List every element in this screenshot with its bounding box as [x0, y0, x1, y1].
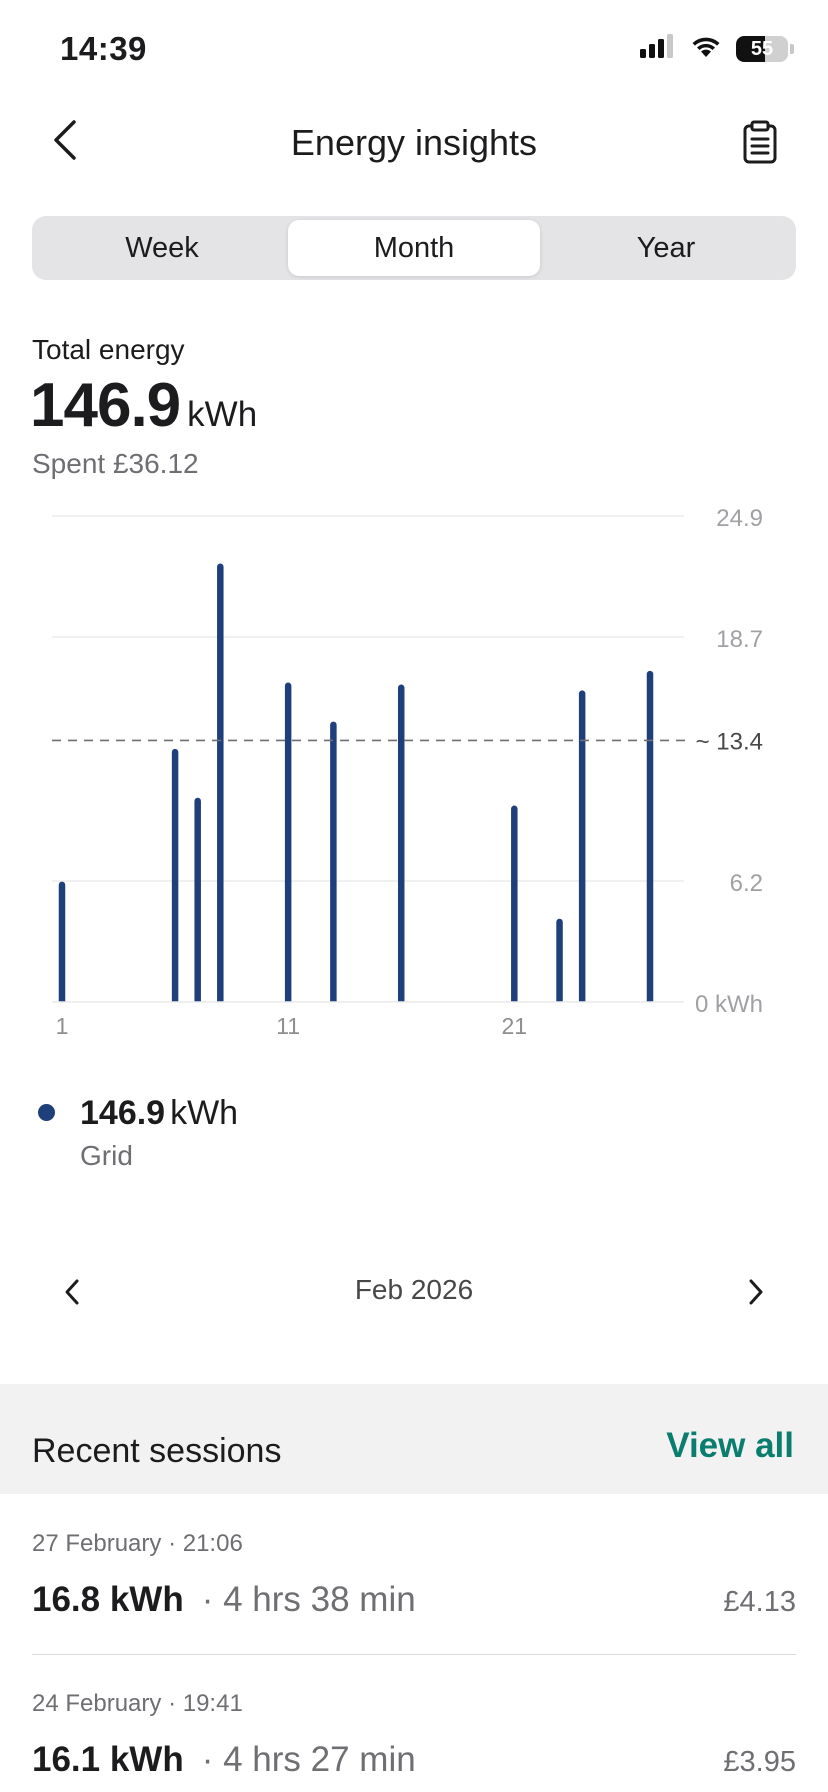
x-tick-label: 21	[502, 1013, 528, 1039]
session-summary: 16.1 kWh · 4 hrs 27 min	[32, 1740, 416, 1780]
legend-value: 146.9 kWh	[80, 1094, 238, 1133]
session-row[interactable]: 27 February · 21:06 16.8 kWh · 4 hrs 38 …	[32, 1530, 796, 1640]
legend-dot	[38, 1104, 55, 1121]
clipboard-icon	[743, 120, 777, 164]
status-icons: 55	[640, 34, 794, 63]
battery-icon: 55	[736, 35, 788, 62]
period-navigator: Feb 2026	[0, 1262, 828, 1322]
session-duration: · 4 hrs 27 min	[201, 1740, 416, 1779]
y-tick-label: 24.9	[716, 505, 763, 532]
period-label: Feb 2026	[354, 1274, 474, 1305]
spent-amount: Spent £36.12	[32, 448, 199, 479]
session-summary: 16.8 kWh · 4 hrs 38 min	[32, 1580, 416, 1620]
baseline-mask	[48, 1002, 688, 1008]
chevron-right-icon	[749, 1279, 763, 1305]
session-cost: £4.13	[723, 1586, 796, 1618]
wifi-icon	[690, 34, 722, 63]
status-time: 14:39	[60, 30, 147, 67]
session-date: 24 February · 19:41	[32, 1690, 243, 1717]
y-tick-label: 0 kWh	[695, 991, 763, 1018]
legend-label: Grid	[80, 1140, 133, 1171]
session-date: 27 February · 21:06	[32, 1530, 243, 1557]
tab-month[interactable]: Month	[288, 220, 540, 276]
session-row[interactable]: 24 February · 19:41 16.1 kWh · 4 hrs 27 …	[32, 1690, 796, 1790]
battery-cap	[790, 43, 794, 54]
energy-bar-chart: 24.918.76.20 kWh~ 13.41 11 21	[48, 505, 763, 1039]
nav-bar: Energy insights	[0, 100, 828, 190]
next-period-button[interactable]	[736, 1270, 776, 1314]
session-cost: £3.95	[723, 1746, 796, 1778]
total-energy-label: Total energy	[32, 334, 185, 365]
previous-period-button[interactable]	[52, 1270, 92, 1314]
total-energy-value: 146.9 kWh	[30, 370, 257, 441]
tab-week[interactable]: Week	[125, 231, 199, 264]
chevron-left-icon	[65, 1279, 79, 1305]
total-energy-unit: kWh	[187, 395, 258, 434]
recent-sessions-title: Recent sessions	[32, 1432, 282, 1470]
session-duration: · 4 hrs 38 min	[201, 1580, 416, 1619]
y-tick-label: 18.7	[716, 626, 763, 653]
chevron-left-icon	[54, 120, 76, 160]
x-tick-label: 1	[56, 1013, 69, 1039]
battery-percent: 55	[750, 37, 774, 60]
energy-chart: 24.9 18.7 6.2 0 kWh ~ 13.4 1 11 21	[0, 490, 828, 1050]
session-energy: 16.1 kWh	[32, 1740, 184, 1779]
divider	[32, 1654, 796, 1655]
session-energy: 16.8 kWh	[32, 1580, 184, 1619]
battery-level	[736, 35, 765, 62]
view-all-link[interactable]: View all	[666, 1426, 794, 1465]
average-label: ~ 13.4	[696, 728, 763, 755]
y-tick-label: 6.2	[730, 870, 763, 897]
page-title: Energy insights	[290, 122, 538, 163]
cellular-signal-icon	[640, 34, 676, 63]
legend-number: 146.9	[80, 1094, 166, 1132]
legend-unit: kWh	[170, 1094, 239, 1132]
report-button[interactable]	[736, 114, 784, 170]
tab-year[interactable]: Year	[636, 231, 696, 264]
total-energy-number: 146.9	[30, 371, 181, 440]
status-bar: 14:39 55	[0, 0, 828, 100]
x-tick-label: 11	[276, 1013, 300, 1039]
back-button[interactable]	[40, 112, 90, 168]
recent-sessions-header: Recent sessions View all	[0, 1384, 828, 1494]
period-segmented-control: Week Month Year	[32, 216, 796, 280]
